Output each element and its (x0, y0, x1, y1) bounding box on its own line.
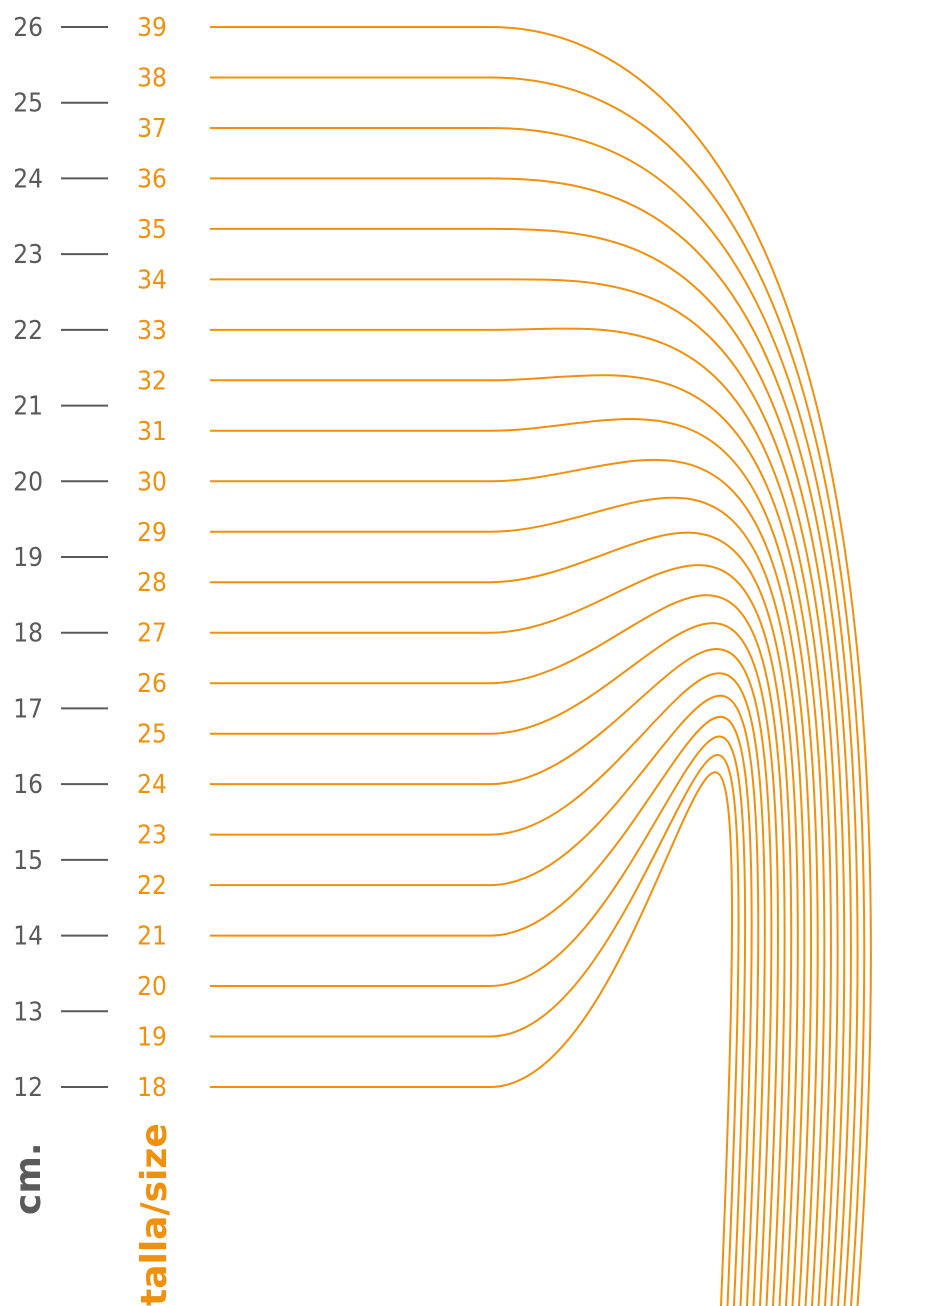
cm-label-16: 16 (13, 770, 43, 800)
size-outline-23 (210, 672, 766, 1306)
size-outline-33 (210, 327, 833, 1306)
size-label-37: 37 (137, 114, 167, 144)
size-label-38: 38 (137, 64, 167, 94)
cm-label-22: 22 (13, 316, 43, 346)
size-label-30: 30 (137, 467, 167, 497)
size-label-19: 19 (137, 1023, 167, 1053)
size-outline-32 (210, 374, 826, 1306)
size-outline-24 (210, 648, 773, 1306)
size-label-24: 24 (137, 770, 167, 800)
size-label-28: 28 (137, 568, 167, 598)
size-axis-title: talla/size (134, 1123, 175, 1306)
size-outline-31 (210, 418, 819, 1306)
size-outline-36 (210, 177, 852, 1306)
size-label-35: 35 (137, 215, 167, 245)
size-outline-34 (210, 278, 839, 1306)
size-outline-38 (210, 76, 866, 1306)
cm-label-25: 25 (13, 89, 43, 119)
size-label-25: 25 (137, 720, 167, 750)
size-label-23: 23 (137, 821, 167, 851)
size-outline-30 (210, 458, 813, 1306)
size-outline-37 (210, 127, 859, 1306)
cm-label-19: 19 (13, 543, 43, 573)
size-label-39: 39 (137, 13, 167, 43)
size-outlines (210, 26, 872, 1306)
size-label-34: 34 (137, 265, 167, 295)
size-outline-39 (210, 26, 872, 1306)
size-outline-25 (210, 622, 779, 1306)
size-label-21: 21 (137, 922, 167, 952)
size-label-32: 32 (137, 366, 167, 396)
cm-label-14: 14 (13, 922, 43, 952)
size-outline-26 (210, 594, 786, 1306)
size-label-22: 22 (137, 871, 167, 901)
size-label-33: 33 (137, 316, 167, 346)
size-label-18: 18 (137, 1073, 167, 1103)
size-scale: 39 38 37 36 35 34 33 32 31 30 29 28 27 26 25 24 23 22 21 20… (137, 13, 167, 1103)
cm-label-21: 21 (13, 392, 43, 422)
size-outline-35 (210, 227, 846, 1306)
cm-label-23: 23 (13, 240, 43, 270)
size-outline-27 (210, 564, 793, 1306)
cm-label-17: 17 (13, 694, 43, 724)
cm-label-12: 12 (13, 1073, 43, 1103)
size-label-26: 26 (137, 669, 167, 699)
size-label-36: 36 (137, 164, 167, 194)
cm-label-20: 20 (13, 467, 43, 497)
cm-label-15: 15 (13, 846, 43, 876)
size-outline-29 (210, 496, 806, 1306)
size-label-27: 27 (137, 619, 167, 649)
cm-axis-title: cm. (8, 1142, 49, 1215)
size-label-20: 20 (137, 972, 167, 1002)
size-outline-28 (210, 531, 799, 1306)
size-label-29: 29 (137, 518, 167, 548)
size-outline-22 (210, 694, 760, 1306)
cm-scale: 26 25 24 23 22 21 20 19 18 17 16 15 14 13 12 (13, 13, 108, 1103)
size-outline-19 (210, 754, 740, 1306)
cm-label-13: 13 (13, 997, 43, 1027)
cm-label-18: 18 (13, 619, 43, 649)
cm-label-26: 26 (13, 13, 43, 43)
cm-label-24: 24 (13, 164, 43, 194)
size-outline-20 (210, 735, 747, 1306)
size-outline-21 (210, 715, 753, 1306)
size-label-31: 31 (137, 417, 167, 447)
size-outline-18 (210, 771, 734, 1306)
